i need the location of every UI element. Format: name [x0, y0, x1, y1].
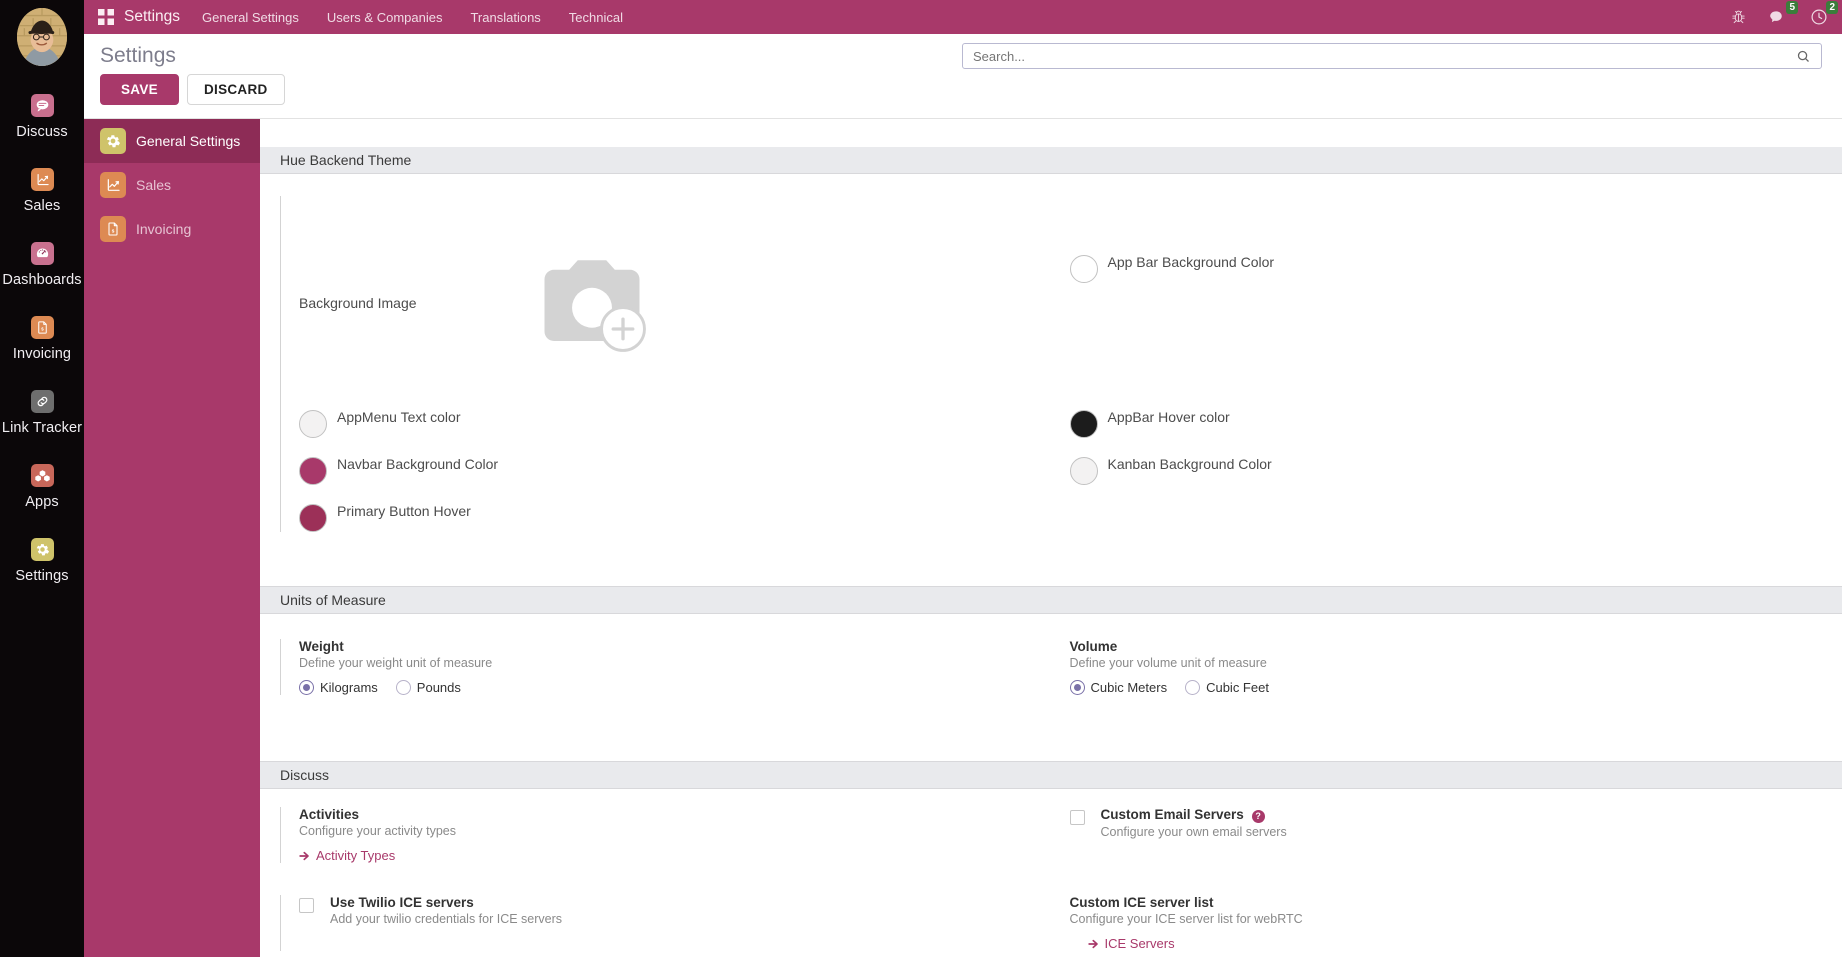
svg-text:$: $ — [41, 327, 44, 332]
svg-text:$: $ — [112, 228, 115, 233]
